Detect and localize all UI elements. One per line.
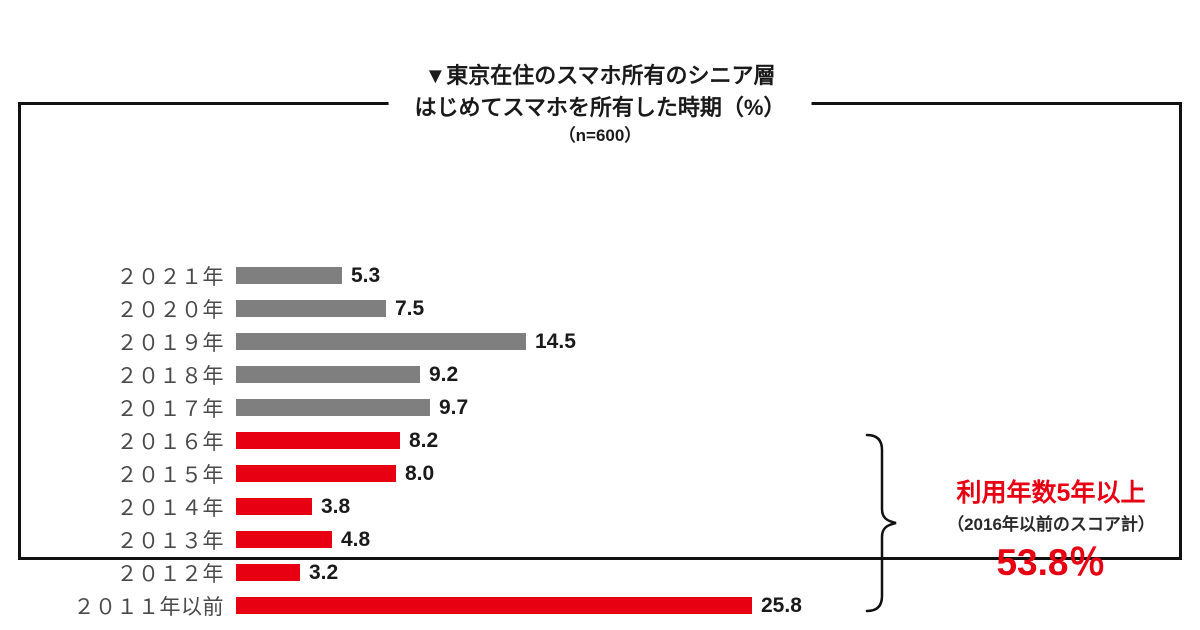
- bar: [236, 300, 386, 317]
- value-label: 8.0: [405, 461, 435, 485]
- category-label: ２０１３年: [116, 529, 224, 553]
- category-label: ２０１６年: [116, 430, 224, 454]
- chart-frame: ２０２１年 5.3 ２０２０年 7.5 ２０１９年 14.5 ２０１８年 9.2 ２０１７年 9.…: [18, 102, 1182, 619]
- annotation-subtext: （2016年以前のスコア計）: [947, 514, 1155, 534]
- value-label: 8.2: [409, 428, 439, 452]
- bar-row: ２０１９年 14.5: [21, 325, 881, 358]
- category-label: ２０１９年: [116, 331, 224, 355]
- annotation-total-value: 53.8％: [996, 542, 1106, 583]
- bar: [236, 366, 420, 383]
- bar: [236, 465, 396, 482]
- value-label: 7.5: [395, 296, 425, 320]
- bar-row: ２０１８年 9.2: [21, 358, 881, 391]
- category-label: ２０２１年: [116, 265, 224, 289]
- category-label: ２０２０年: [116, 298, 224, 322]
- value-label: 9.2: [429, 362, 459, 386]
- annotation-block: 利用年数5年以上 （2016年以前のスコア計） 53.8％: [901, 477, 1200, 585]
- category-label: ２０１４年: [116, 496, 224, 520]
- category-label: ２０１２年: [116, 562, 224, 586]
- value-label: 9.7: [439, 395, 469, 419]
- value-label: 25.8: [761, 593, 802, 617]
- category-label: ２０１５年: [116, 463, 224, 487]
- category-label: ２０１７年: [116, 397, 224, 421]
- bar: [236, 597, 752, 614]
- sample-size-label: （n=600）: [558, 125, 642, 145]
- bar: [236, 399, 430, 416]
- bar-row: ２０１６年 8.2: [21, 424, 881, 457]
- bar: [236, 267, 342, 284]
- bar-row: ２０２０年 7.5: [21, 292, 881, 325]
- bar-row: ２０２１年 5.3: [21, 259, 881, 292]
- category-label: ２０１８年: [116, 364, 224, 388]
- chart-title-block: ▼東京在住のスマホ所有のシニア層 はじめてスマホを所有した時期（%） （n=60…: [388, 60, 812, 148]
- value-label: 3.2: [309, 560, 339, 584]
- bar-row: ２０１３年 4.8: [21, 523, 881, 556]
- bar-row: ２０１７年 9.7: [21, 391, 881, 424]
- value-label: 14.5: [535, 329, 576, 353]
- chart-title-line-2: はじめてスマホを所有した時期（%）: [414, 94, 786, 120]
- bar-row: ２０１１年以前 25.8: [21, 589, 881, 622]
- bar: [236, 531, 332, 548]
- bar-row: ２０１２年 3.2: [21, 556, 881, 589]
- chart-title-line-1: ▼東京在住のスマホ所有のシニア層: [424, 63, 776, 88]
- brace-bracket: [865, 433, 897, 613]
- category-label: ２０１１年以前: [73, 595, 224, 619]
- bar-row: ２０１４年 3.8: [21, 490, 881, 523]
- bar-row: ２０１５年 8.0: [21, 457, 881, 490]
- bar: [236, 564, 300, 581]
- value-label: 4.8: [341, 527, 371, 551]
- value-label: 3.8: [321, 494, 351, 518]
- bar: [236, 432, 400, 449]
- value-label: 5.3: [351, 263, 381, 287]
- bar: [236, 333, 526, 350]
- chart-rows: ２０２１年 5.3 ２０２０年 7.5 ２０１９年 14.5 ２０１８年 9.2 ２０１７年 9.…: [21, 259, 881, 622]
- annotation-heading: 利用年数5年以上: [956, 479, 1146, 507]
- bar: [236, 498, 312, 515]
